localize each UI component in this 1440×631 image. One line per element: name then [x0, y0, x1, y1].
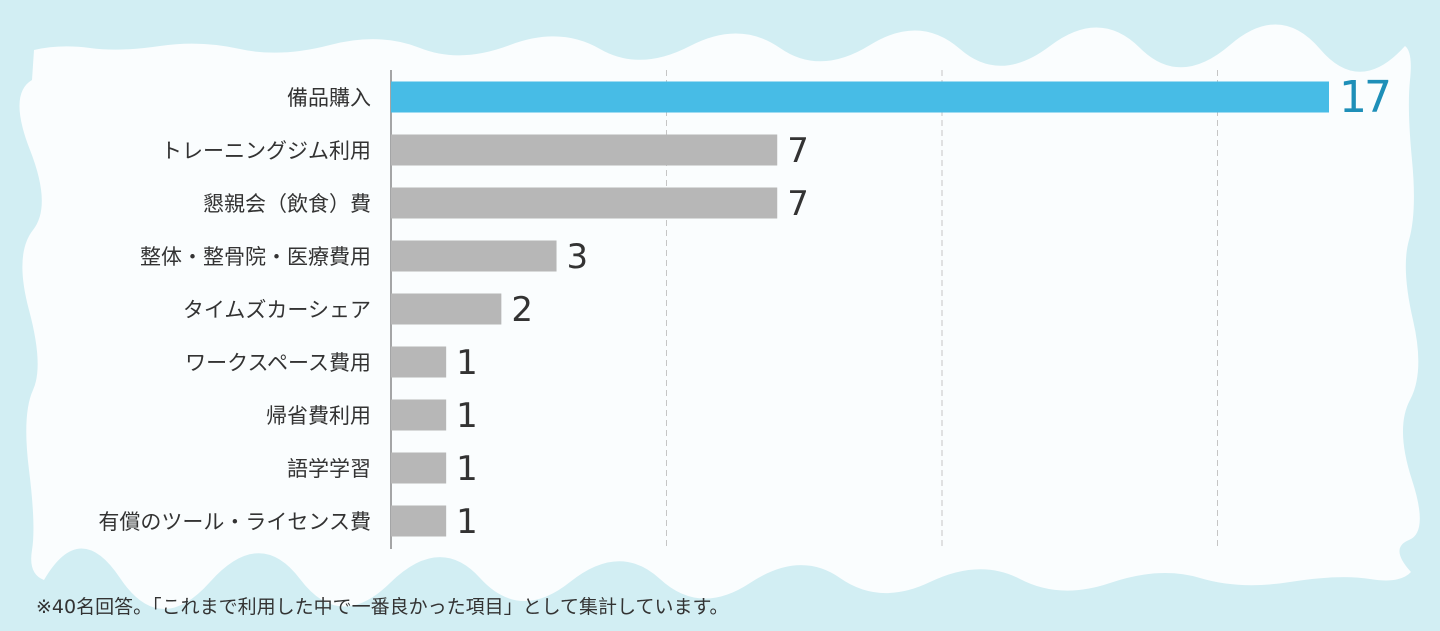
category-label: 有償のツール・ライセンス費 — [98, 510, 371, 534]
bar — [391, 81, 1329, 113]
category-label: ワークスペース費用 — [185, 351, 371, 375]
value-label: 1 — [456, 449, 478, 489]
bar — [391, 505, 447, 537]
bar — [391, 346, 447, 378]
category-label: 懇親会（飲食）費 — [203, 192, 371, 216]
bar — [391, 452, 447, 484]
bar — [391, 134, 778, 166]
bar — [391, 187, 778, 219]
value-label: 3 — [567, 237, 589, 277]
category-label: 備品購入 — [287, 86, 371, 110]
bar — [391, 399, 447, 431]
bar — [391, 293, 502, 325]
chart-panel — [19, 24, 1420, 610]
category-label: トレーニングジム利用 — [161, 139, 371, 163]
value-label: 1 — [456, 343, 478, 383]
value-label: 1 — [456, 396, 478, 436]
value-label: 2 — [511, 290, 533, 330]
value-label: 1 — [456, 502, 478, 542]
category-label: 語学学習 — [287, 457, 371, 481]
footnote: ※40名回答。「これまで利用した中で一番良かった項目」として集計しています。 — [36, 596, 729, 618]
category-label: タイムズカーシェア — [183, 298, 371, 322]
bar — [391, 240, 557, 272]
value-label: 7 — [787, 184, 809, 224]
category-label: 帰省費利用 — [266, 404, 371, 428]
category-labels: 備品購入トレーニングジム利用懇親会（飲食）費整体・整骨院・医療費用タイムズカーシ… — [98, 86, 371, 534]
value-label: 7 — [787, 131, 809, 171]
category-label: 整体・整骨院・医療費用 — [140, 245, 371, 269]
value-label: 17 — [1339, 72, 1389, 123]
bars — [391, 81, 1329, 537]
